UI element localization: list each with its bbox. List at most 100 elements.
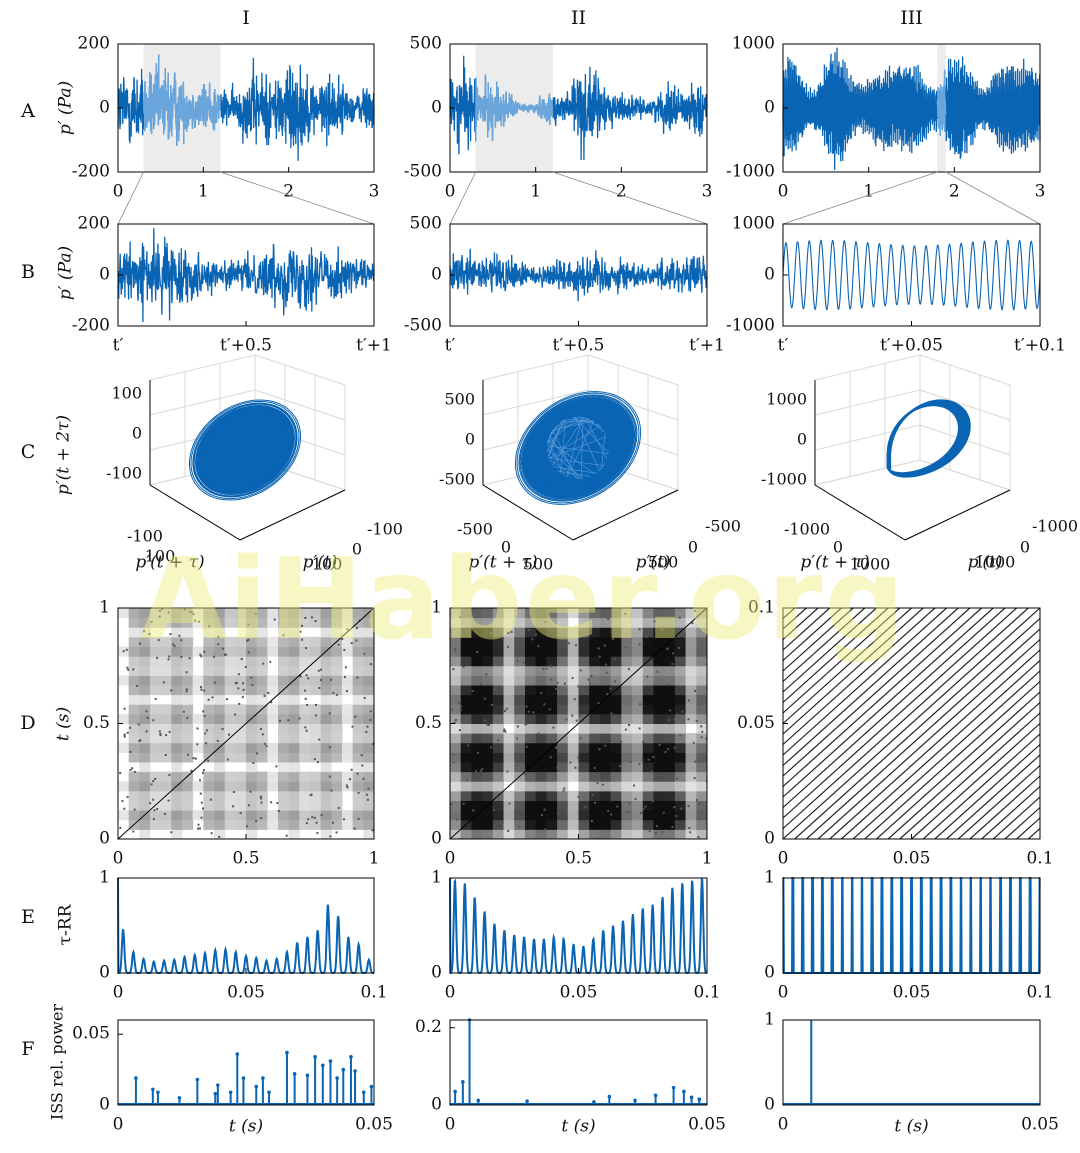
recurrence-block	[288, 617, 300, 628]
recurrence-point	[344, 666, 347, 669]
recurrence-point	[675, 777, 678, 780]
recurrence-point	[172, 643, 175, 646]
recurrence-point	[226, 758, 229, 761]
recurrence-block	[632, 819, 644, 830]
limit-cycle-trace	[888, 399, 971, 478]
recurrence-block	[557, 771, 569, 782]
recurrence-block	[288, 656, 300, 667]
recurrence-block	[535, 704, 547, 715]
recurrence-block	[214, 656, 226, 667]
recurrence-block	[320, 752, 332, 763]
recurrence-block	[567, 810, 579, 821]
x-tick-label: 0	[445, 182, 456, 202]
recurrence-point	[210, 832, 213, 835]
recurrence-block	[471, 713, 483, 724]
recurrence-block	[171, 704, 183, 715]
row-label-B: B	[21, 261, 35, 283]
recurrence-block	[535, 636, 547, 647]
recurrence-block	[320, 829, 332, 839]
recurrence-point	[311, 616, 314, 619]
recurrence-block	[288, 665, 300, 676]
recurrence-diagonal	[783, 608, 854, 672]
pressure-series-line	[782, 47, 1041, 170]
recurrence-block	[567, 790, 579, 801]
recurrence-point	[125, 648, 128, 651]
recurrence-block	[471, 723, 483, 734]
recurrence-block	[557, 762, 569, 773]
recurrence-point	[676, 713, 679, 716]
recurrence-block	[610, 704, 622, 715]
axes-frame	[782, 1019, 1041, 1106]
recurrence-point	[187, 753, 190, 756]
recurrence-block	[182, 617, 194, 628]
recurrence-block	[492, 694, 505, 705]
z-tick-label: 0	[132, 424, 142, 443]
recurrence-diagonal	[783, 608, 842, 662]
recurrence-block	[514, 733, 526, 744]
recurrence-block	[160, 713, 172, 724]
recurrence-point	[242, 682, 245, 685]
recurrence-block	[363, 723, 374, 734]
y-tick-label: 0.1	[748, 598, 775, 618]
recurrence-block	[256, 656, 268, 667]
recurrence-block	[288, 771, 300, 782]
row-F-xlabel: t (s)	[561, 1117, 595, 1137]
recurrence-point	[200, 686, 203, 689]
recurrence-block	[610, 713, 622, 724]
recurrence-block	[139, 636, 151, 647]
recurrence-block	[310, 723, 322, 734]
recurrence-block	[224, 665, 236, 676]
recurrence-point	[695, 720, 698, 723]
recurrence-block	[139, 617, 151, 628]
recurrence-block	[171, 752, 183, 763]
recurrence-block	[492, 771, 505, 782]
recurrence-block	[589, 627, 601, 638]
recurrence-point	[624, 646, 627, 649]
recurrence-block	[235, 771, 247, 782]
recurrence-block	[567, 675, 579, 686]
x-tick-label: t′	[778, 336, 789, 356]
recurrence-block	[363, 762, 374, 773]
recurrence-point	[672, 652, 675, 655]
recurrence-block	[256, 646, 268, 657]
recurrence-point	[246, 639, 249, 642]
recurrence-point	[300, 624, 303, 627]
recurrence-point	[343, 676, 346, 679]
recurrence-block	[503, 800, 515, 811]
recurrence-point	[534, 633, 537, 636]
recurrence-block	[171, 733, 183, 744]
recurrence-block	[557, 627, 569, 638]
recurrence-point	[203, 689, 206, 692]
recurrence-block	[546, 819, 558, 830]
recurrence-block	[331, 646, 343, 657]
recurrence-block	[632, 627, 644, 638]
recurrence-block	[118, 713, 130, 724]
recurrence-block	[310, 636, 322, 647]
recurrence-block	[482, 733, 494, 744]
recurrence-block	[460, 800, 472, 811]
recurrence-block	[599, 627, 612, 638]
x-tick-label: 2	[949, 182, 960, 202]
recurrence-block	[642, 819, 654, 830]
recurrence-block	[546, 790, 558, 801]
recurrence-point	[349, 778, 352, 781]
recurrence-block	[128, 685, 140, 696]
recurrence-block	[524, 723, 537, 734]
recurrence-block	[557, 742, 569, 753]
recurrence-block	[224, 781, 236, 792]
recurrence-block	[342, 646, 354, 657]
recurrence-block	[128, 704, 140, 715]
recurrence-block	[363, 781, 374, 792]
recurrence-point	[152, 818, 155, 821]
recurrence-block	[246, 646, 258, 657]
recurrence-block	[674, 781, 687, 792]
recurrence-block	[171, 685, 183, 696]
recurrence-point	[567, 642, 570, 645]
recurrence-point	[369, 719, 372, 722]
recurrence-block	[128, 790, 140, 801]
x-tick-label: 0.5	[565, 849, 592, 869]
phase-y-label: p′(t)	[636, 553, 671, 573]
recurrence-block	[674, 723, 687, 734]
recurrence-point	[558, 645, 561, 648]
